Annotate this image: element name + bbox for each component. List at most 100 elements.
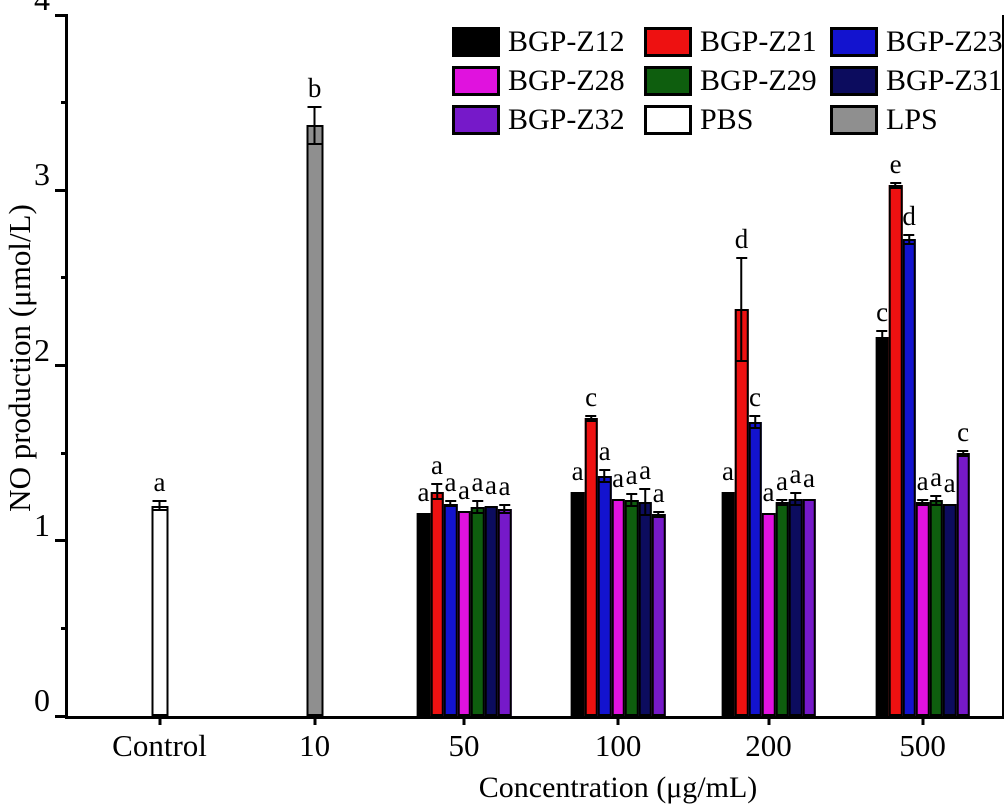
bar-BGP-Z31-200: a: [788, 460, 803, 716]
x-axis-tick-label: 100: [594, 728, 642, 763]
significance-letter: d: [902, 201, 916, 232]
error-bar: [653, 510, 665, 518]
legend-label-BGP-Z32: BGP-Z32: [508, 103, 625, 136]
bar-BGP-Z32-50: a: [497, 472, 512, 716]
bar-fill: [611, 498, 625, 716]
bar-fill: [430, 491, 444, 716]
y-axis-tick-label: 3: [34, 156, 50, 193]
significance-letter: e: [889, 148, 902, 179]
x-axis-tick: [462, 716, 466, 725]
bar-BGP-Z21-500: e: [888, 150, 903, 716]
legend-swatch-BGP-Z12: [452, 27, 500, 57]
legend-swatch-BGP-Z32: [452, 105, 500, 135]
y-axis-minor-tick: [61, 451, 68, 455]
bar-fill: [775, 502, 789, 716]
legend-item-LPS: LPS: [830, 105, 1004, 135]
error-bar: [307, 106, 322, 145]
bar-BGP-Z31-500: a: [942, 470, 957, 716]
y-axis-tick-label: 1: [34, 506, 50, 543]
bar-BGP-Z21-50: a: [430, 451, 444, 716]
legend-item-BGP-Z32: BGP-Z32: [452, 105, 644, 135]
x-axis-tick: [616, 716, 620, 725]
error-bar: [890, 181, 902, 189]
bar-BGP-Z12-200: a: [721, 458, 735, 716]
y-axis-major-tick: [55, 364, 68, 367]
significance-letter: a: [485, 470, 498, 501]
legend-item-PBS: PBS: [644, 105, 830, 135]
bar-BGP-Z29-50: a: [470, 469, 485, 716]
significance-letter: a: [471, 467, 484, 498]
significance-letter: d: [734, 223, 749, 254]
bar-BGP-Z12-50: a: [416, 479, 431, 716]
bar-fill: [470, 507, 485, 716]
bar-fill: [902, 239, 916, 716]
bar-fill: [570, 491, 585, 716]
legend-label-BGP-Z31: BGP-Z31: [886, 64, 1003, 97]
significance-letter: c: [585, 381, 598, 412]
legend-item-BGP-Z28: BGP-Z28: [452, 66, 644, 96]
legend-item-BGP-Z21: BGP-Z21: [644, 27, 830, 57]
y-axis-tick-label: 4: [34, 0, 50, 15]
bar-fill: [956, 453, 970, 716]
bar-BGP-Z23-50: a: [443, 469, 458, 716]
error-bar: [499, 503, 511, 515]
error-bar: [736, 256, 747, 362]
x-axis-tick-label: 200: [745, 728, 792, 763]
bar-fill: [497, 509, 512, 716]
bar-BGP-Z21-200: d: [734, 225, 749, 716]
y-axis-title: NO production (μmol/L): [2, 204, 37, 512]
bar-group-Control: a: [151, 469, 169, 716]
legend-label-BGP-Z12: BGP-Z12: [508, 25, 625, 58]
bar-fill: [306, 125, 324, 716]
error-bar: [957, 449, 969, 457]
significance-letter: a: [943, 468, 956, 499]
significance-letter: a: [598, 435, 611, 466]
bar-BGP-Z12-500: c: [875, 299, 889, 716]
bar-BGP-Z28-50: a: [457, 477, 471, 716]
x-axis-tick: [158, 716, 162, 725]
legend-label-PBS: PBS: [700, 103, 754, 136]
y-axis-minor-tick: [61, 101, 68, 105]
legend-item-BGP-Z23: BGP-Z23: [830, 27, 1004, 57]
legend-item-BGP-Z29: BGP-Z29: [644, 66, 830, 96]
significance-letter: c: [957, 416, 970, 447]
significance-letter: a: [916, 465, 929, 496]
bar-fill: [875, 337, 889, 716]
bar-BGP-Z23-100: a: [597, 437, 612, 716]
legend: BGP-Z12 BGP-Z21 BGP-Z23 BGP-Z28 BGP-Z29 BGP-Z…: [452, 27, 1004, 135]
error-bar: [626, 493, 638, 508]
legend-label-BGP-Z21: BGP-Z21: [700, 25, 817, 58]
significance-letter: a: [930, 462, 943, 493]
bar-BGP-Z31-100: a: [638, 457, 652, 716]
x-axis-tick: [767, 716, 770, 725]
bar-PBS-Control: a: [151, 469, 169, 716]
error-bar: [585, 414, 597, 422]
legend-label-BGP-Z28: BGP-Z28: [508, 64, 625, 97]
bar-BGP-Z12-100: a: [570, 458, 585, 716]
bar-group-10: b: [306, 75, 324, 716]
bar-fill: [761, 512, 776, 716]
significance-letter: a: [652, 477, 665, 508]
bar-fill: [624, 500, 639, 716]
bar-fill: [888, 185, 903, 716]
bar-fill: [597, 475, 612, 716]
significance-letter: a: [803, 463, 815, 494]
bar-LPS-10: b: [306, 75, 324, 716]
bar-fill: [942, 503, 957, 716]
error-bar: [903, 234, 915, 245]
legend-swatch-BGP-Z23: [830, 27, 878, 57]
significance-letter: a: [612, 463, 625, 494]
bar-BGP-Z32-100: a: [651, 479, 666, 716]
bar-BGP-Z23-200: c: [748, 383, 762, 716]
legend-label-BGP-Z23: BGP-Z23: [886, 25, 1003, 58]
error-bar: [599, 468, 611, 483]
significance-letter: a: [431, 449, 444, 480]
significance-letter: a: [458, 475, 471, 506]
y-axis-major-tick: [55, 539, 68, 543]
significance-letter: a: [776, 465, 788, 496]
significance-letter: a: [153, 467, 166, 498]
y-axis-major-tick: [55, 13, 68, 17]
bar-BGP-Z29-100: a: [624, 462, 639, 716]
